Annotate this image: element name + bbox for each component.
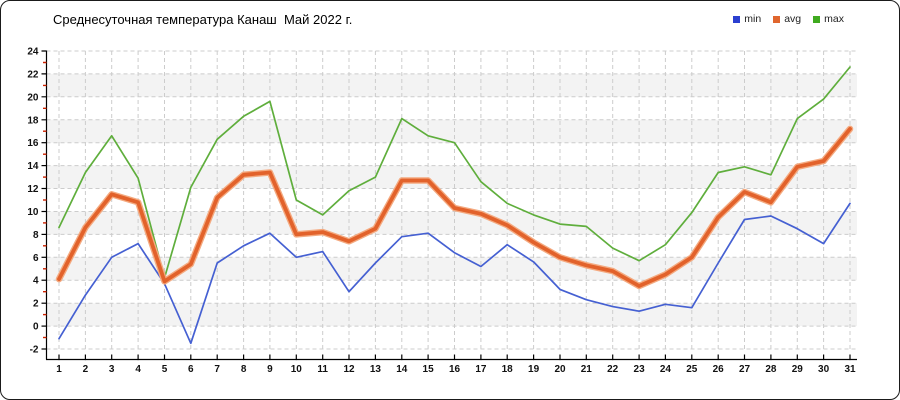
x-tick-label: 23 [634, 364, 646, 375]
x-tick-label: 18 [502, 364, 514, 375]
x-tick-label: 8 [241, 364, 247, 375]
y-tick-label: -2 [30, 345, 39, 356]
plot-band [46, 211, 857, 235]
y-tick-label: 16 [27, 138, 39, 149]
x-tick-label: 16 [449, 364, 461, 375]
y-tick-label: 6 [33, 253, 39, 264]
plot-band [46, 119, 857, 143]
axes [45, 50, 857, 361]
min-line [58, 202, 851, 345]
y-tick-label: 0 [33, 322, 39, 333]
x-tick-label: 1 [56, 364, 62, 375]
x-tick-label: 2 [83, 364, 89, 375]
legend-swatch-min-icon [733, 15, 741, 23]
legend-swatch-avg-icon [773, 15, 781, 23]
gridlines [46, 50, 857, 350]
x-tick-label: 14 [396, 364, 408, 375]
x-tick-label: 30 [818, 364, 830, 375]
x-tick-label: 22 [607, 364, 619, 375]
x-tick-label: 20 [554, 364, 566, 375]
legend-item-max: max [813, 13, 844, 25]
y-tick-label: 2 [33, 299, 39, 310]
x-tick-label: 28 [765, 364, 777, 375]
legend: min avg max [733, 13, 844, 25]
series-lines [55, 66, 854, 345]
x-tick-label: 27 [739, 364, 751, 375]
max-line [58, 66, 851, 279]
x-tick-label: 3 [109, 364, 115, 375]
legend-item-avg: avg [773, 13, 801, 25]
x-tick-label: 9 [267, 364, 273, 375]
x-tick-label: 31 [844, 364, 856, 375]
legend-label-min: min [744, 13, 762, 25]
y-tick-label: 22 [27, 69, 39, 80]
x-tick-label: 10 [291, 364, 303, 375]
x-tick-label: 13 [370, 364, 382, 375]
x-tick-label: 21 [581, 364, 593, 375]
plot-band [46, 303, 857, 327]
legend-item-min: min [733, 13, 761, 25]
avg-line [57, 127, 852, 288]
chart-title: Среднесуточная температура Канаш Май 202… [53, 12, 353, 27]
x-tick-label: 19 [528, 364, 540, 375]
y-tick-label: 14 [27, 161, 39, 172]
x-tick-label: 29 [792, 364, 804, 375]
plot-band [46, 257, 857, 281]
x-tick-label: 11 [317, 364, 328, 375]
legend-label-avg: avg [784, 13, 802, 25]
x-tick-label: 6 [188, 364, 194, 375]
x-tick-label: 25 [686, 364, 698, 375]
x-tick-label: 26 [713, 364, 725, 375]
plot-band [46, 73, 857, 97]
y-tick-label: 4 [33, 276, 39, 287]
y-tick-label: 20 [27, 92, 39, 103]
x-tick-label: 17 [475, 364, 487, 375]
y-tick-label: 10 [27, 207, 39, 218]
x-tick-label: 4 [135, 364, 141, 375]
y-tick-label: 18 [27, 115, 39, 126]
x-tick-label: 5 [162, 364, 168, 375]
y-tick-label: 8 [33, 230, 39, 241]
x-tick-labels: 1 2 3 4 5 6 7 8 9 10 11 12 13 14 15 16 17 18 19 20 21 22 23 24 2… [56, 354, 856, 375]
x-tick-label: 24 [660, 364, 672, 375]
y-tick-label: 12 [27, 184, 39, 195]
legend-swatch-max-icon [813, 15, 821, 23]
x-tick-label: 12 [343, 364, 355, 375]
y-tick-label: 24 [27, 47, 39, 58]
plot-bands [46, 73, 857, 327]
x-tick-label: 15 [423, 364, 435, 375]
x-tick-label: 7 [214, 364, 220, 375]
legend-label-max: max [824, 13, 844, 25]
